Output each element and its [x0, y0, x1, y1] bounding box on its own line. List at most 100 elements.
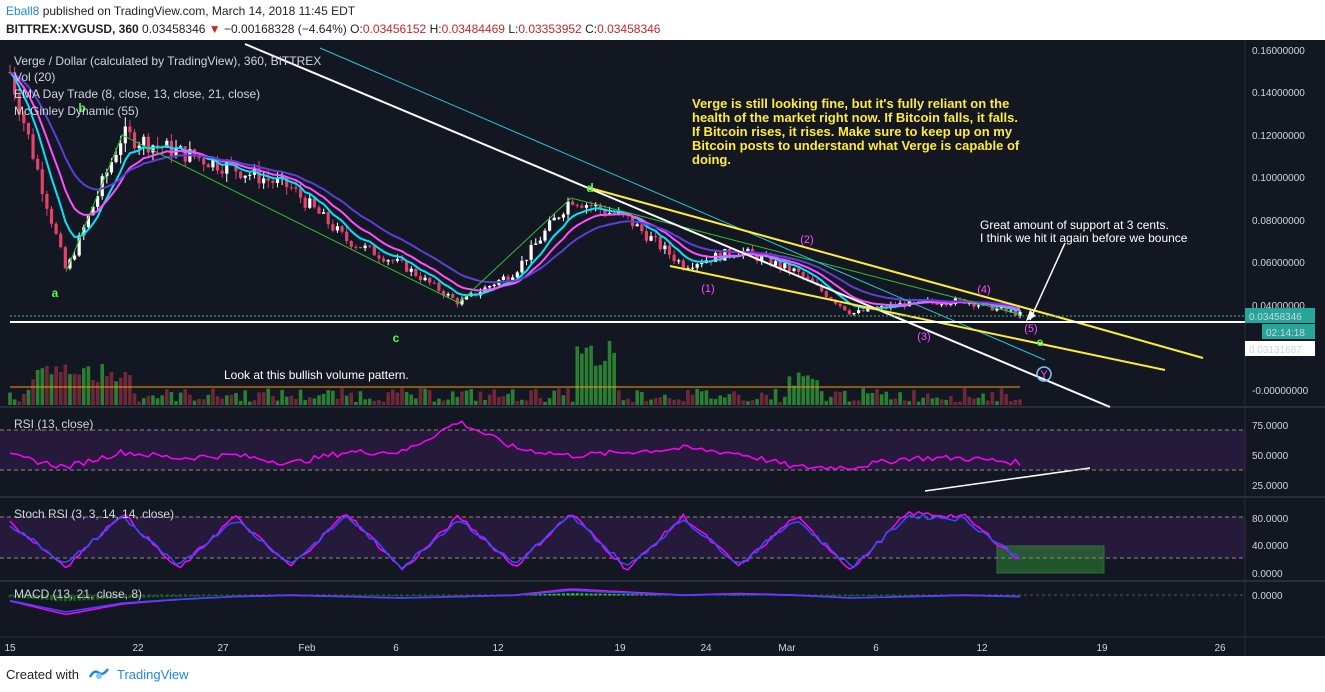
candle-body — [847, 310, 851, 315]
volume-bar — [1013, 399, 1018, 405]
tradingview-brand-link[interactable]: TradingView — [117, 667, 189, 682]
macd-histogram-bar — [216, 595, 220, 597]
volume-bar — [261, 391, 266, 405]
macd-histogram-bar — [455, 595, 459, 596]
volume-bar — [307, 397, 312, 405]
macd-histogram-bar — [363, 595, 367, 597]
time-tick-label: 12 — [492, 643, 504, 654]
candle-body — [197, 156, 201, 159]
legend-rsi[interactable]: RSI (13, close) — [14, 417, 94, 431]
wave-label-3: (4) — [977, 284, 990, 296]
candle-body — [349, 240, 353, 247]
time-tick-label: Mar — [778, 643, 796, 654]
candle-body — [534, 243, 538, 245]
volume-bar — [847, 401, 852, 405]
volume-bar — [755, 399, 759, 405]
candle-body — [391, 260, 395, 262]
legend-vol[interactable]: Vol (20) — [14, 70, 56, 84]
volume-bar — [649, 399, 653, 405]
volume-bar — [690, 394, 695, 405]
volume-bar — [229, 394, 234, 405]
volume-bar — [63, 364, 68, 405]
legend-macd[interactable]: MACD (13, 21, close, 8) — [14, 587, 143, 601]
macd-histogram-bar — [165, 595, 169, 598]
chart-canvas[interactable]: 0.16000000 0.14000000 0.12000000 0.10000000… — [0, 40, 1325, 656]
macd-histogram-bar — [91, 595, 95, 600]
volume-bar — [699, 391, 704, 405]
volume-bar — [390, 389, 395, 405]
volume-bar — [464, 390, 469, 405]
candle-body — [22, 114, 26, 124]
candle-body — [414, 268, 418, 277]
candle-body — [432, 282, 436, 284]
macd-histogram-bar — [861, 595, 865, 597]
candle-body — [377, 255, 381, 259]
macd-histogram-bar — [557, 593, 561, 596]
chart-area[interactable]: 0.16000000 0.14000000 0.12000000 0.10000000… — [0, 40, 1325, 656]
macd-histogram-bar — [529, 594, 533, 596]
candle-body — [151, 145, 155, 153]
volume-bar — [695, 388, 699, 405]
candle-body — [460, 299, 464, 305]
macd-histogram-bar — [889, 595, 893, 597]
volume-bar — [455, 397, 460, 405]
volume-bar — [95, 381, 100, 405]
low-label: L: — [508, 22, 519, 36]
time-tick-label: 6 — [873, 643, 879, 654]
volume-bar — [432, 401, 437, 405]
wave-label-4: (5) — [1024, 323, 1037, 335]
legend-stoch[interactable]: Stoch RSI (3, 3, 14, 14, close) — [14, 507, 175, 521]
candle-body — [746, 248, 750, 252]
macd-histogram-bar — [880, 595, 884, 597]
legend-ema[interactable]: EMA Day Trade (8, close, 13, close, 21, … — [14, 87, 261, 101]
volume-bar — [492, 389, 497, 405]
candle-body — [543, 230, 547, 241]
candle-body — [658, 237, 662, 250]
macd-histogram-bar — [870, 595, 874, 597]
candle-body — [183, 146, 187, 162]
candle-body — [395, 258, 399, 261]
macd-histogram-bar — [160, 595, 164, 598]
candle-body — [322, 212, 326, 214]
volume-bar — [1004, 394, 1008, 405]
macd-histogram-bar — [68, 595, 72, 602]
volume-bar — [612, 352, 616, 405]
publish-text: published on TradingView.com, March 14, … — [42, 4, 356, 18]
volume-bar — [183, 389, 188, 405]
volume-bar — [303, 400, 307, 405]
volume-bar — [400, 388, 404, 405]
volume-bar — [174, 401, 178, 405]
volume-layer — [8, 340, 1022, 405]
wave-label-2: (3) — [917, 331, 930, 343]
volume-bar — [727, 394, 732, 405]
macd-histogram-bar — [105, 595, 109, 600]
legend-mcginley[interactable]: McGinley Dynamic (55) — [14, 104, 139, 118]
candle-body — [584, 205, 589, 208]
author-link[interactable]: Eball8 — [6, 4, 40, 18]
macd-histogram-bar — [857, 595, 861, 597]
macd-histogram-bar — [852, 595, 856, 597]
legend-main[interactable]: Verge / Dollar (calculated by TradingVie… — [14, 54, 322, 68]
volume-bar — [414, 398, 418, 405]
volume-bar — [146, 395, 151, 405]
volume-bar — [759, 392, 764, 405]
candle-body — [77, 235, 81, 256]
volume-bar — [713, 398, 718, 405]
volume-bar — [160, 395, 164, 405]
candle-body — [769, 255, 773, 266]
candle-body — [939, 304, 944, 306]
countdown-badge — [1262, 324, 1315, 339]
time-tick-label: 22 — [132, 643, 144, 654]
macd-histogram-bar — [349, 595, 353, 596]
price-tick-label: 0.12000000 — [1252, 131, 1305, 142]
volume-bar — [54, 366, 58, 405]
candle-body — [13, 72, 17, 95]
candle-body — [132, 132, 137, 149]
annotation-support-line2: I think we hit it again before we bounce — [980, 231, 1188, 245]
macd-histogram-bar — [109, 595, 113, 599]
ohlc-line: BITTREX:XVGUSD, 360 0.03458346 ▼ −0.0016… — [6, 22, 660, 36]
macd-histogram-bar — [391, 595, 395, 597]
volume-bar — [252, 400, 257, 405]
time-axis: 15 22 27 Feb 6 12 19 24 Mar 6 12 19 26 — [4, 643, 1226, 654]
candle-body — [515, 272, 519, 278]
